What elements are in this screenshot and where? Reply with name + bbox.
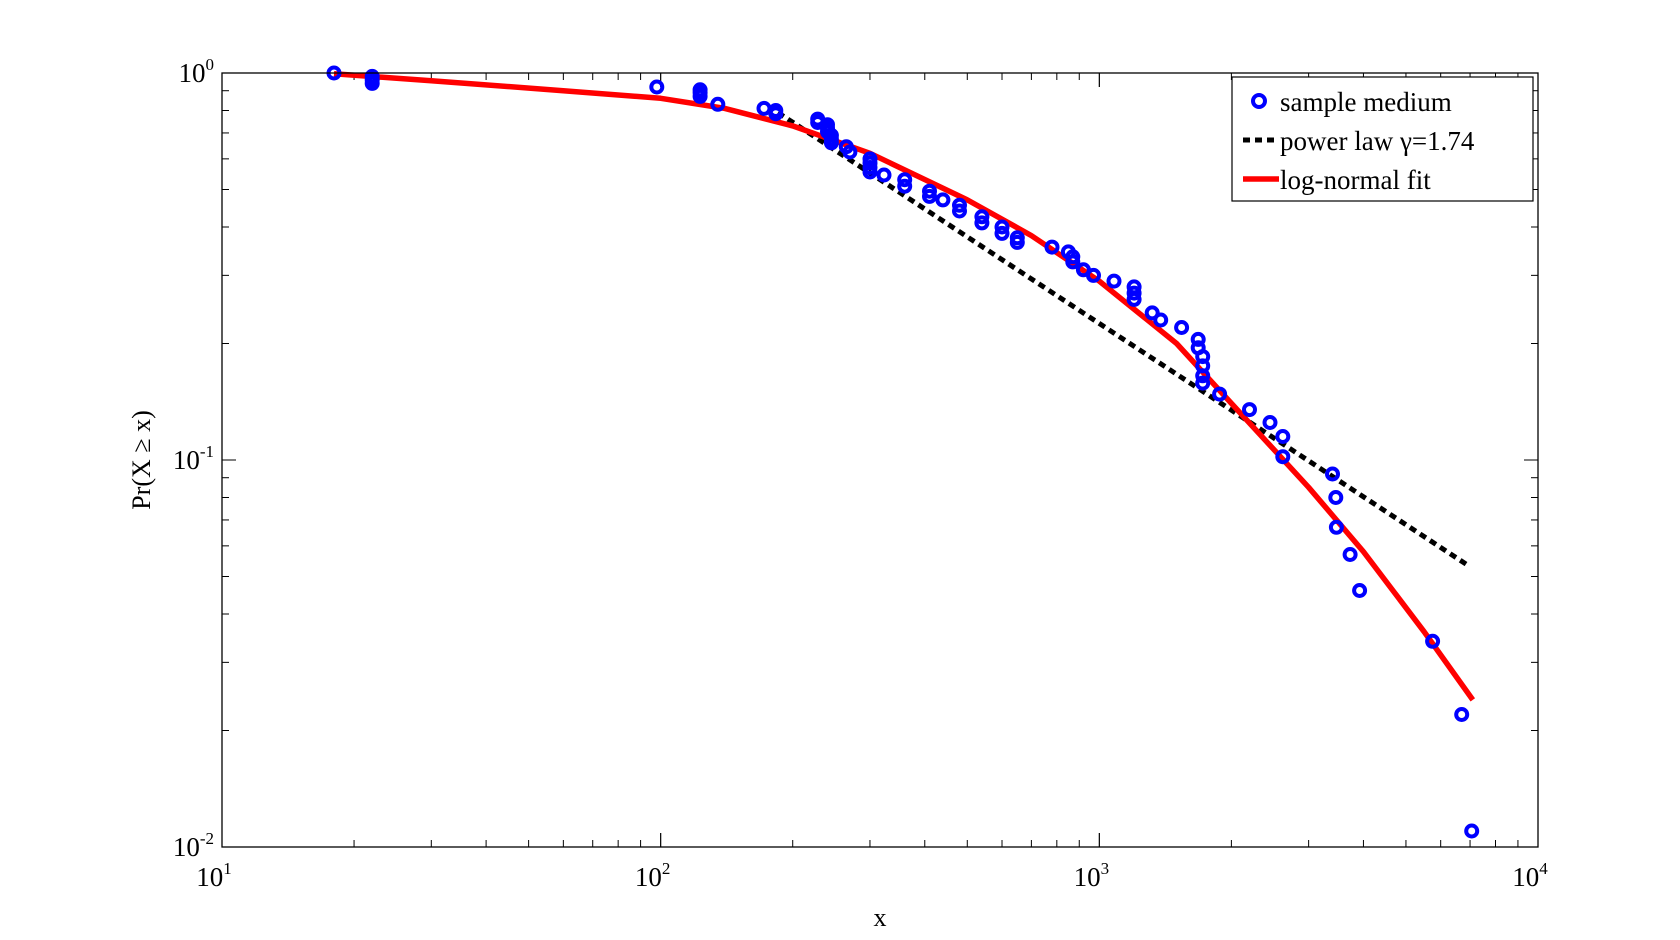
data-point — [1325, 466, 1340, 482]
x-tick-label: 104 — [1512, 859, 1548, 892]
y-tick-label: 10-2 — [173, 829, 214, 862]
data-point — [952, 197, 967, 213]
y-tick-label-exponent: 0 — [206, 55, 215, 74]
x-tick-label-base: 10 — [1074, 862, 1101, 892]
data-point — [1190, 331, 1206, 347]
data-point — [922, 188, 937, 204]
data-point — [1195, 368, 1211, 384]
data-point — [692, 88, 708, 104]
series-line-log-normal-fit — [333, 71, 1476, 702]
x-tick-label-exponent: 2 — [662, 859, 671, 878]
data-point — [1009, 234, 1025, 250]
plot-series — [326, 65, 1480, 839]
x-tick-label-base: 10 — [635, 862, 662, 892]
x-tick-label: 101 — [196, 859, 232, 892]
data-point — [1454, 707, 1470, 722]
y-tick-label-base: 10 — [173, 445, 200, 475]
data-point — [1275, 449, 1291, 465]
data-point — [710, 96, 726, 112]
x-tick-label-exponent: 4 — [1539, 859, 1548, 878]
data-point — [756, 100, 772, 116]
data-point — [1126, 291, 1142, 307]
x-tick-label: 103 — [1074, 859, 1110, 892]
data-point — [1242, 402, 1257, 418]
data-point — [823, 135, 839, 151]
data-point — [1212, 386, 1228, 402]
data-point — [922, 183, 937, 199]
y-tick-label-base: 10 — [173, 832, 200, 862]
data-point — [994, 219, 1010, 235]
data-point — [1106, 273, 1122, 289]
x-tick-label-base: 10 — [196, 862, 223, 892]
legend-box — [1231, 76, 1534, 202]
data-point — [1342, 547, 1358, 562]
data-point — [876, 167, 892, 183]
data-point — [1275, 429, 1291, 444]
y-tick-label-exponent: -2 — [200, 829, 214, 848]
data-point — [1174, 320, 1190, 335]
data-point — [1425, 633, 1441, 649]
data-point — [1126, 285, 1142, 301]
x-tick-label: 102 — [635, 859, 671, 892]
y-tick-label-exponent: -1 — [200, 442, 214, 461]
legend-marker-sample-medium — [1251, 93, 1267, 109]
data-point — [1464, 823, 1480, 839]
data-point — [862, 164, 878, 180]
series-line-power-law-1-74 — [776, 110, 1472, 569]
data-point — [897, 178, 913, 194]
data-point — [1352, 583, 1368, 598]
data-point — [842, 144, 858, 160]
plot-frame — [221, 72, 1539, 848]
legend-label-power-law: power law γ=1.74 — [1280, 126, 1475, 156]
data-point — [974, 215, 990, 231]
data-point — [1086, 267, 1101, 283]
y-tick-label: 10-1 — [173, 442, 214, 475]
data-point — [897, 172, 913, 188]
legend-label-log-normal: log-normal fit — [1280, 165, 1431, 195]
data-point — [1065, 254, 1081, 270]
data-point — [952, 203, 967, 219]
legend-label-sample-medium: sample medium — [1280, 87, 1452, 117]
data-point — [1153, 312, 1169, 328]
x-tick-label-exponent: 3 — [1101, 859, 1110, 878]
y-tick-label: 100 — [179, 55, 215, 88]
data-point — [364, 75, 380, 91]
data-point — [935, 192, 951, 208]
y-axis-label: Pr(X ≥ x) — [127, 410, 156, 509]
legend: sample medium power law γ=1.74 log-norma… — [1231, 76, 1534, 202]
x-tick-label-exponent: 1 — [223, 859, 232, 878]
data-point — [1044, 239, 1060, 255]
data-point — [1144, 305, 1160, 321]
data-point — [1262, 415, 1278, 430]
data-point — [649, 79, 665, 95]
data-point — [1195, 375, 1211, 391]
data-point — [1328, 519, 1344, 535]
data-point — [1065, 249, 1081, 265]
x-tick-label-base: 10 — [1512, 862, 1539, 892]
y-tick-label-base: 10 — [179, 58, 206, 88]
x-axis-label: x — [874, 903, 887, 932]
data-point — [1328, 490, 1344, 505]
data-point — [974, 209, 990, 225]
data-point — [768, 106, 784, 122]
data-point — [994, 225, 1010, 241]
